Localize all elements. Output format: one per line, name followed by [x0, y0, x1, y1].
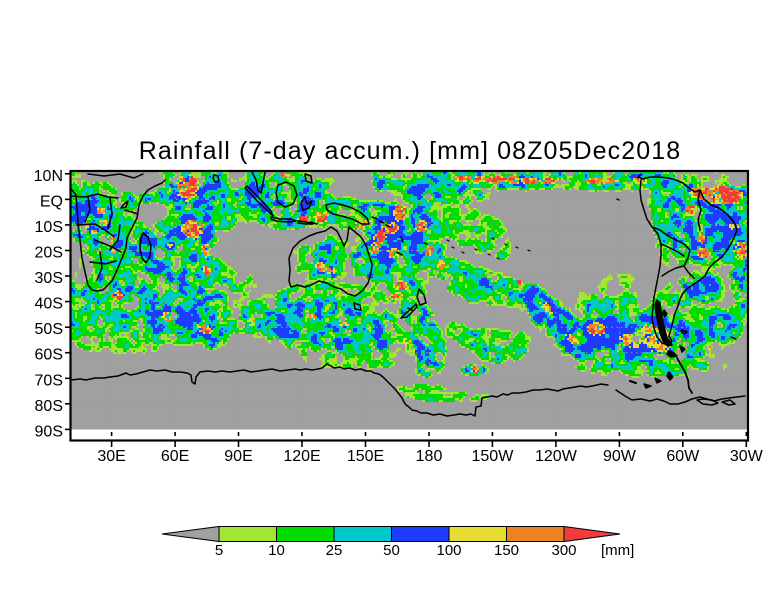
svg-text:60S: 60S — [35, 347, 63, 364]
svg-text:30S: 30S — [35, 270, 63, 287]
svg-text:120E: 120E — [283, 448, 320, 465]
svg-text:10: 10 — [268, 542, 285, 559]
svg-text:5: 5 — [215, 542, 223, 559]
svg-text:70S: 70S — [35, 372, 63, 389]
svg-text:60E: 60E — [161, 448, 189, 465]
svg-text:300: 300 — [551, 542, 576, 559]
svg-text:20S: 20S — [35, 245, 63, 262]
svg-text:100: 100 — [436, 542, 461, 559]
svg-text:150W: 150W — [472, 448, 515, 465]
svg-text:180: 180 — [416, 448, 443, 465]
svg-text:Rainfall (7-day accum.) [mm] 0: Rainfall (7-day accum.) [mm] 08Z05Dec201… — [139, 137, 682, 165]
svg-text:90S: 90S — [35, 423, 63, 440]
svg-text:10S: 10S — [35, 219, 63, 236]
svg-text:90E: 90E — [224, 448, 252, 465]
svg-text:60W: 60W — [666, 448, 700, 465]
svg-text:40S: 40S — [35, 296, 63, 313]
svg-text:150: 150 — [494, 542, 519, 559]
svg-text:30W: 30W — [730, 448, 764, 465]
svg-text:80S: 80S — [35, 398, 63, 415]
svg-text:50: 50 — [383, 542, 400, 559]
svg-text:120W: 120W — [535, 448, 578, 465]
svg-text:50S: 50S — [35, 321, 63, 338]
svg-text:[mm]: [mm] — [601, 542, 634, 559]
svg-text:150E: 150E — [347, 448, 384, 465]
svg-text:EQ: EQ — [40, 193, 63, 210]
svg-text:90W: 90W — [603, 448, 637, 465]
svg-text:10N: 10N — [34, 168, 63, 185]
svg-text:30E: 30E — [97, 448, 125, 465]
svg-text:25: 25 — [326, 542, 343, 559]
